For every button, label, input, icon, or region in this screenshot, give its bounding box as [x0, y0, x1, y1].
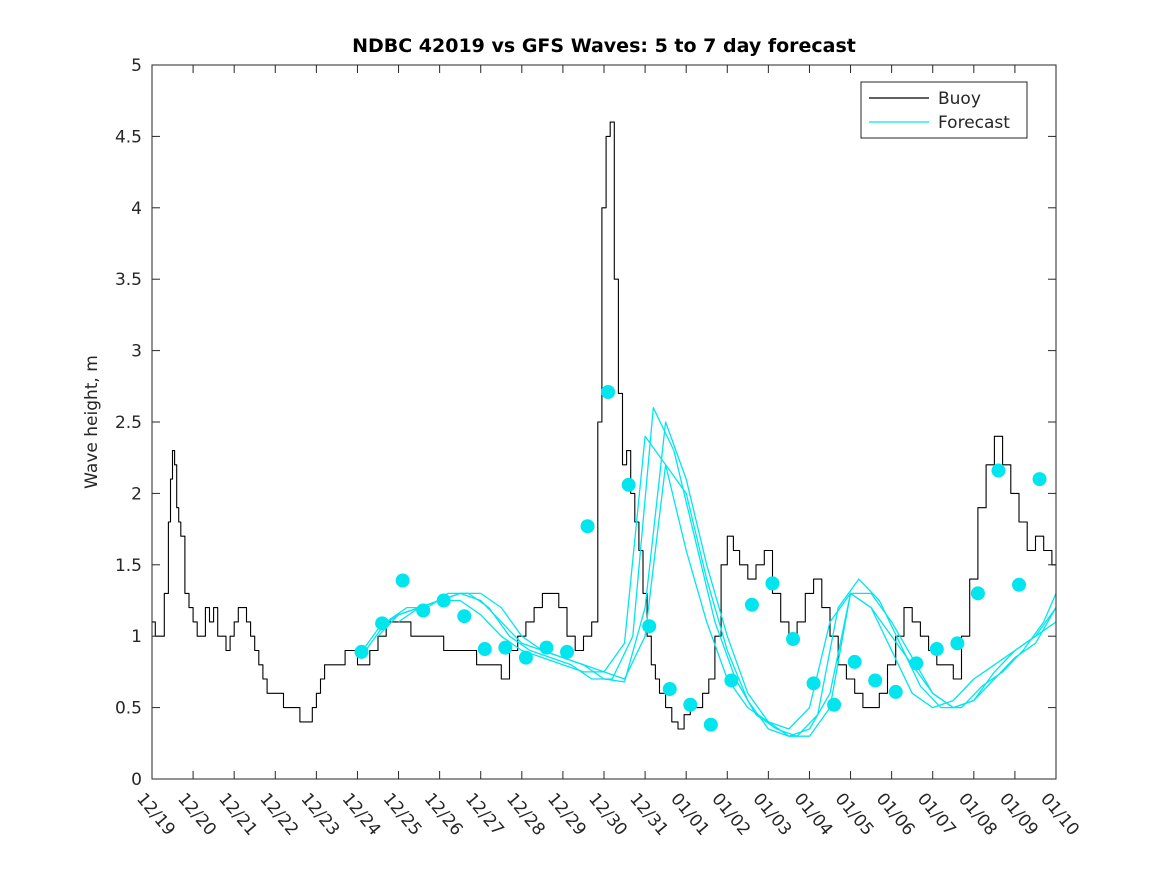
forecast-marker	[642, 619, 657, 634]
forecast-marker	[580, 519, 595, 534]
x-tick-label: 01/08	[954, 789, 1001, 839]
y-tick-label: 2	[131, 484, 142, 504]
x-tick-label: 12/22	[255, 789, 302, 839]
forecast-marker	[991, 463, 1006, 478]
forecast-marker	[436, 593, 451, 608]
plot-background	[152, 65, 1056, 779]
forecast-marker	[827, 697, 842, 712]
forecast-marker	[683, 697, 698, 712]
y-tick-label: 0.5	[115, 699, 142, 719]
forecast-series-line	[398, 464, 1056, 737]
forecast-marker	[1012, 577, 1027, 592]
x-tick-label: 12/25	[379, 789, 426, 839]
forecast-marker	[744, 597, 759, 612]
forecast-marker	[929, 642, 944, 657]
x-tick-label: 12/28	[502, 789, 549, 839]
y-tick-label: 3	[131, 342, 142, 362]
x-tick-label: 01/10	[1036, 789, 1083, 839]
y-tick-label: 4	[131, 199, 142, 219]
plot-area	[152, 65, 1056, 779]
forecast-marker	[847, 654, 862, 669]
x-tick-label: 12/23	[297, 789, 344, 839]
x-tick-label: 12/20	[173, 789, 220, 839]
forecast-marker	[1032, 472, 1047, 487]
x-tick-label: 01/04	[790, 789, 837, 839]
forecast-marker	[765, 576, 780, 591]
x-tick-label: 12/26	[420, 789, 467, 839]
y-tick-label: 5	[131, 56, 142, 76]
forecast-marker	[518, 650, 533, 665]
forecast-marker	[868, 673, 883, 688]
y-tick-label: 0	[131, 770, 142, 790]
forecast-series-line	[365, 407, 1056, 737]
x-tick-label: 01/09	[995, 789, 1042, 839]
forecast-series-line	[356, 435, 1056, 730]
forecast-marker	[395, 573, 410, 588]
y-tick-label: 2.5	[115, 413, 142, 433]
x-tick-label: 12/31	[625, 789, 672, 839]
forecast-marker	[970, 586, 985, 601]
legend-box	[860, 81, 1028, 139]
y-tick-label: 3.5	[115, 270, 142, 290]
chart-title: NDBC 42019 vs GFS Waves: 5 to 7 day fore…	[352, 35, 856, 57]
buoy-series-line	[152, 121, 1056, 730]
forecast-marker	[375, 616, 390, 631]
legend-label: Forecast	[938, 113, 1010, 133]
x-tick-label: 01/01	[666, 789, 713, 839]
x-tick-label: 12/24	[338, 789, 385, 839]
forecast-marker	[888, 684, 903, 699]
forecast-marker	[806, 676, 821, 691]
forecast-marker	[498, 640, 513, 655]
forecast-marker	[601, 385, 616, 400]
x-tick-label: 01/02	[707, 789, 754, 839]
forecast-marker	[560, 644, 575, 659]
forecast-marker	[539, 640, 554, 655]
y-axis-label: Wave height, m	[82, 355, 102, 489]
forecast-marker	[662, 682, 677, 697]
x-tick-label: 12/21	[214, 789, 261, 839]
forecast-marker	[416, 603, 431, 618]
x-tick-label: 12/27	[461, 789, 508, 839]
x-tick-label: 01/07	[913, 789, 960, 839]
y-tick-label: 4.5	[115, 127, 142, 147]
forecast-marker	[457, 609, 472, 624]
y-tick-label: 1.5	[115, 556, 142, 576]
forecast-marker	[621, 477, 636, 492]
forecast-marker	[909, 656, 924, 671]
forecast-marker	[724, 673, 739, 688]
legend-label: Buoy	[938, 89, 981, 109]
x-tick-label: 12/19	[132, 789, 179, 839]
forecast-marker	[786, 632, 801, 647]
x-tick-label: 12/29	[543, 789, 590, 839]
x-tick-label: 01/05	[831, 789, 878, 839]
y-tick-label: 1	[131, 627, 142, 647]
forecast-marker	[950, 636, 965, 651]
x-tick-label: 01/06	[872, 789, 919, 839]
x-tick-label: 01/03	[749, 789, 796, 839]
forecast-marker	[703, 717, 718, 732]
forecast-marker	[354, 644, 369, 659]
legend: Buoy Forecast	[860, 81, 1028, 139]
forecast-marker	[477, 642, 492, 657]
x-tick-label: 12/30	[584, 789, 631, 839]
